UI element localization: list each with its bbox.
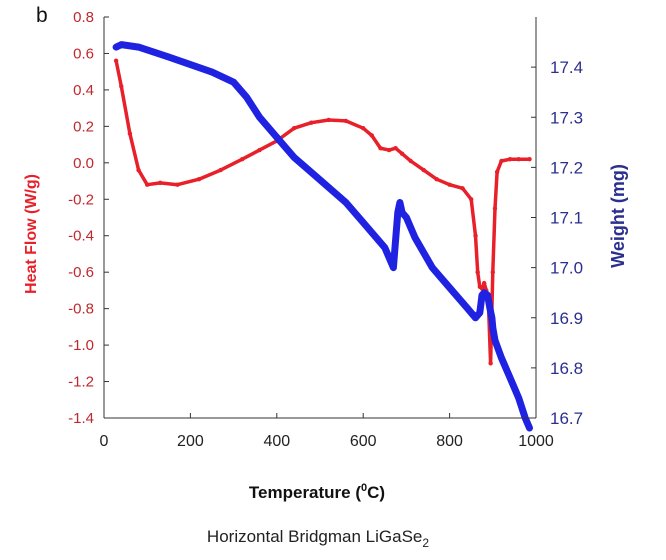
left-tick-label: -1.2 (68, 374, 94, 391)
heat-flow-point (447, 182, 452, 187)
x-tick-label: 600 (350, 433, 377, 450)
x-tick-label: 400 (263, 433, 290, 450)
x-tick-label: 200 (177, 433, 204, 450)
left-axis-ticks: 0.8 0.6 0.4 0.2 0.0 -0.2 -0.4 -0.6 -0.8 -1.0 -1.2 -… (68, 9, 109, 427)
plot-lines (112, 41, 533, 432)
heat-flow-point (507, 156, 513, 162)
right-tick-label: 16.8 (550, 359, 583, 378)
heat-flow-point (421, 167, 426, 173)
right-tick-label: 16.9 (550, 309, 583, 328)
x-axis-title: Temperature (0C) (249, 482, 385, 502)
left-tick-label: 0.0 (73, 155, 94, 172)
heat-flow-point (393, 146, 398, 151)
right-tick-label: 17.0 (550, 259, 583, 278)
right-tick-label: 17.4 (550, 58, 583, 77)
heat-flow-point (113, 58, 119, 63)
heat-flow-point (196, 177, 202, 182)
right-axis-ticks: 17.4 17.3 17.2 17.1 17.0 16.9 16.8 16.7 (531, 58, 583, 428)
heat-flow-point (494, 169, 500, 175)
x-tick-label: 1000 (518, 433, 554, 450)
heat-flow-point (481, 280, 487, 286)
caption: Horizontal Bridgman LiGaSe2 (207, 527, 429, 550)
x-axis-title-sup: 0 (361, 482, 367, 494)
heat-flow-point (473, 233, 478, 238)
heat-flow-point (291, 125, 297, 131)
heat-flow-point (309, 120, 314, 125)
x-axis-ticks: 0 200 400 600 800 1000 (100, 413, 554, 450)
left-tick-label: -0.8 (68, 301, 94, 318)
left-tick-label: 0.6 (73, 45, 94, 62)
x-axis-title-before: Temperature ( (249, 483, 361, 502)
heat-flow-point (136, 167, 141, 173)
heat-flow-point (475, 269, 480, 275)
heat-flow-point (408, 158, 413, 164)
heat-flow-point (343, 118, 349, 124)
caption-main: Horizontal Bridgman LiGaSe (207, 527, 422, 546)
heat-flow-point (399, 151, 405, 156)
heat-flow-point (257, 147, 262, 153)
left-axis-title: Heat Flow (W/g) (23, 174, 40, 294)
heat-flow-point (386, 147, 392, 153)
left-tick-label: 0.2 (73, 118, 94, 135)
right-tick-label: 17.2 (550, 158, 583, 177)
caption-subscript: 2 (422, 536, 429, 550)
left-tick-label: -0.2 (68, 191, 94, 208)
heat-flow-point (378, 146, 383, 151)
left-tick-label: 0.8 (73, 9, 94, 26)
left-tick-label: -1.0 (68, 337, 94, 354)
heat-flow-point (527, 156, 532, 162)
heat-flow-point (361, 125, 366, 131)
heat-flow-point (490, 269, 495, 275)
heat-flow-point (492, 206, 498, 211)
heat-flow-point (488, 361, 493, 366)
x-tick-label: 800 (436, 433, 463, 450)
left-tick-label: -0.6 (68, 264, 94, 281)
heat-flow-point (469, 197, 474, 202)
heat-flow-point (218, 167, 223, 173)
heat-flow-point (326, 117, 331, 123)
left-tick-label: 0.4 (73, 82, 94, 99)
x-axis-title-after: C) (367, 483, 385, 502)
heat-flow-point (369, 133, 375, 138)
heat-flow-point (516, 156, 521, 162)
heat-flow-point (460, 186, 465, 191)
heat-flow-point (127, 131, 133, 136)
heat-flow-point (175, 182, 180, 187)
right-tick-label: 17.3 (550, 108, 583, 127)
x-tick-label: 0 (100, 433, 109, 450)
heat-flow-point (434, 177, 439, 182)
heat-flow-point (240, 156, 245, 162)
right-axis-title: Weight (mg) (608, 164, 628, 268)
right-tick-label: 17.1 (550, 209, 583, 228)
weight-series-line (112, 41, 533, 432)
heat-flow-point (119, 84, 124, 89)
heat-flow-series-line (114, 58, 532, 366)
left-tick-label: -0.4 (68, 228, 94, 245)
panel-label: b (36, 4, 48, 27)
right-tick-label: 16.7 (550, 409, 583, 428)
left-tick-label: -1.4 (68, 410, 94, 427)
heat-flow-point (157, 180, 163, 186)
heat-flow-point (499, 158, 504, 164)
heat-flow-point (145, 182, 150, 187)
